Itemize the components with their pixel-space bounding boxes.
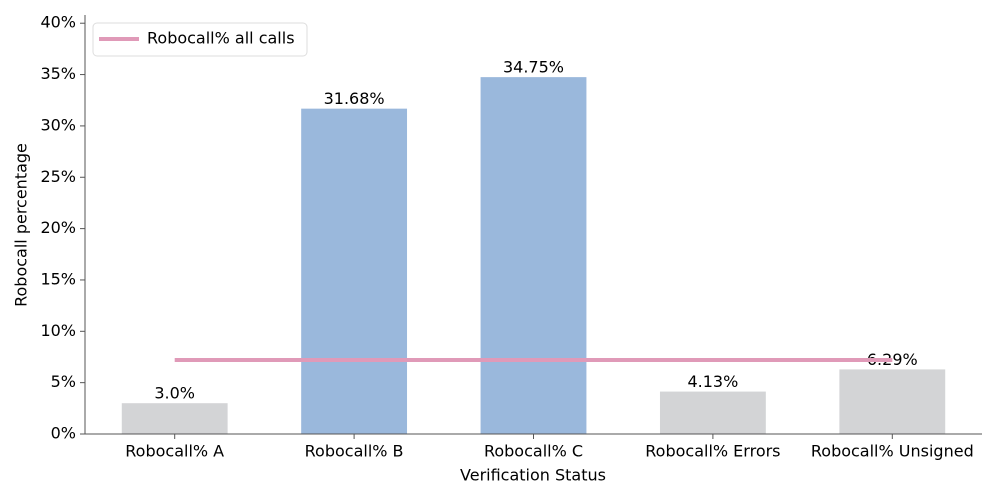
x-axis-label: Verification Status — [460, 466, 606, 485]
x-tick-label: Robocall% B — [305, 442, 404, 461]
y-tick-label: 25% — [40, 167, 76, 186]
bar — [659, 391, 766, 434]
y-tick-label: 40% — [40, 13, 76, 32]
bar — [839, 369, 946, 434]
x-tick-label: Robocall% C — [484, 442, 583, 461]
data-label: 3.0% — [154, 384, 195, 403]
legend-label: Robocall% all calls — [147, 29, 295, 48]
y-tick-label: 0% — [51, 424, 76, 443]
y-tick-label: 35% — [40, 64, 76, 83]
data-label: 4.13% — [687, 372, 738, 391]
y-tick-label: 10% — [40, 321, 76, 340]
x-tick-label: Robocall% A — [125, 442, 224, 461]
y-axis-label: Robocall percentage — [12, 143, 31, 307]
data-label: 34.75% — [503, 58, 564, 77]
x-tick-label: Robocall% Errors — [645, 442, 780, 461]
y-tick-label: 15% — [40, 269, 76, 288]
y-tick-label: 20% — [40, 218, 76, 237]
data-label: 31.68% — [324, 89, 385, 108]
x-tick-label: Robocall% Unsigned — [811, 442, 974, 461]
bar — [121, 403, 228, 434]
y-tick-label: 5% — [51, 372, 76, 391]
legend-box — [92, 22, 308, 57]
bar — [301, 108, 408, 435]
bar — [480, 77, 587, 434]
y-tick-label: 30% — [40, 115, 76, 134]
